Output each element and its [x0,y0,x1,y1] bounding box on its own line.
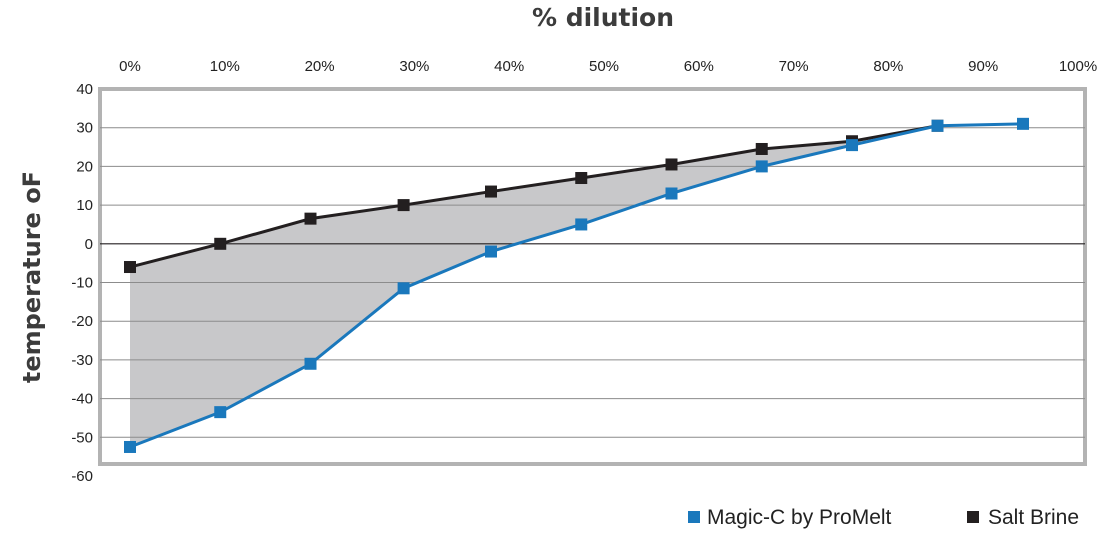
data-point-1-3 [397,199,410,212]
data-point-0-7 [755,160,768,173]
series-group [124,117,1029,453]
data-point-0-5 [575,218,588,231]
x-tick-label: 40% [494,58,524,75]
y-tick-label: -40 [71,391,93,408]
data-point-0-3 [397,282,410,295]
chart-title: % dilution [532,3,674,32]
legend: Magic-C by ProMelt Salt Brine [688,506,1079,529]
data-point-1-0 [124,261,136,274]
x-tick-label: 0% [119,58,141,75]
data-point-0-2 [304,357,317,370]
x-tick-label: 60% [684,58,714,75]
data-point-1-4 [485,185,497,198]
data-point-0-0 [124,440,136,453]
x-tick-label: 80% [873,58,903,75]
x-tick-label: 30% [399,58,429,75]
gridlines-group [100,127,1085,438]
y-axis-label: temperature oF [18,171,46,383]
y-tick-label: 10 [76,197,93,214]
data-point-1-6 [665,158,678,171]
data-point-1-5 [575,172,588,185]
data-point-0-1 [214,406,227,419]
data-point-0-6 [665,187,678,200]
y-tick-label: -50 [71,429,93,446]
legend-swatch-salt-brine [967,511,979,523]
x-tick-label: 90% [968,58,998,75]
y-tick-label: 40 [76,81,93,98]
y-tick-label: 30 [76,120,93,137]
y-tick-label: -20 [71,313,93,330]
legend-swatch-magic-c [688,511,700,523]
y-tick-label: 20 [76,158,93,175]
legend-label-salt-brine: Salt Brine [988,506,1079,529]
data-point-1-7 [755,142,768,155]
data-point-0-10 [1017,117,1029,130]
tick-labels-group: 0% 10% 20% 30% 40% 50% 60% 70% 80% 90% 100% 40 30 20 1… [71,58,1097,485]
x-tick-label: 70% [779,58,809,75]
y-tick-label: -10 [71,275,93,292]
legend-label-magic-c: Magic-C by ProMelt [707,506,892,529]
x-tick-label: 10% [210,58,240,75]
y-tick-label: 0 [85,236,93,253]
data-point-1-1 [214,237,227,250]
x-tick-label: 20% [305,58,335,75]
data-point-0-4 [485,245,497,258]
x-tick-label: 50% [589,58,619,75]
y-tick-label: -30 [71,352,93,369]
data-point-0-9 [931,119,944,132]
data-point-1-2 [304,212,317,225]
x-tick-label: 100% [1059,58,1097,75]
y-tick-label: -60 [71,468,93,485]
data-point-0-8 [846,139,858,152]
series-line-1 [129,124,938,269]
